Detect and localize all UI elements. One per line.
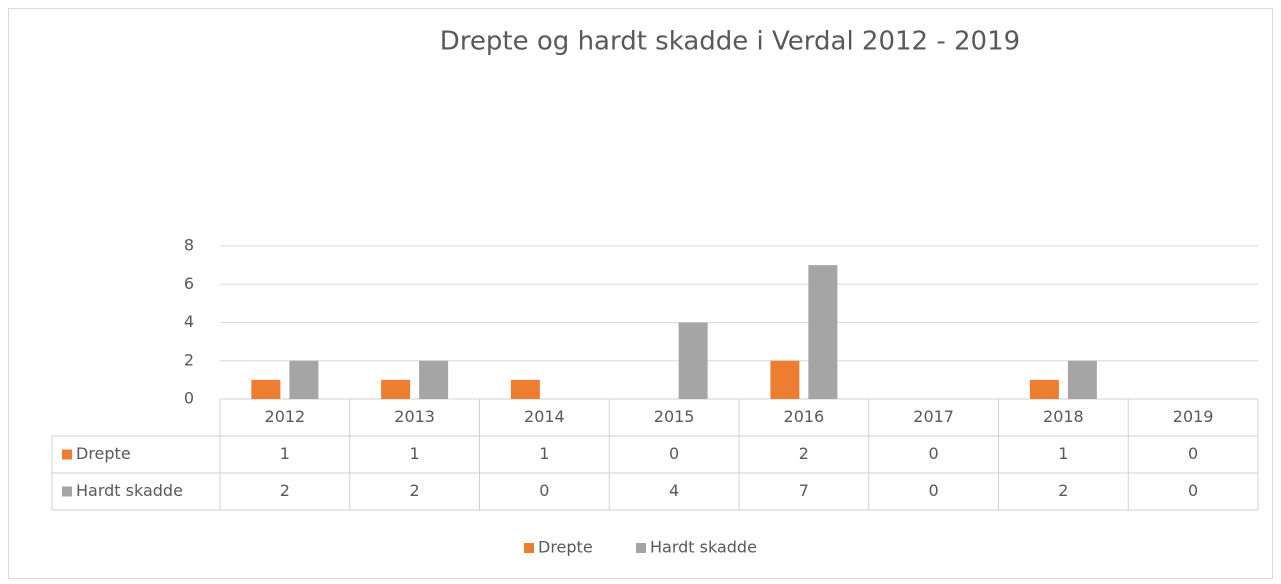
y-tick-label: 8 <box>184 236 194 255</box>
legend-label: Drepte <box>538 538 593 557</box>
legend-label: Hardt skadde <box>650 538 757 557</box>
legend-key <box>636 543 646 553</box>
bar <box>419 360 449 399</box>
legend-key <box>524 543 534 553</box>
table-cell: 0 <box>929 481 939 500</box>
table-cell: 4 <box>669 481 679 500</box>
table-cell: 1 <box>539 444 549 463</box>
x-tick-label: 2016 <box>784 407 825 426</box>
bar <box>770 360 800 399</box>
bar <box>678 322 708 399</box>
chart-border <box>8 8 1273 579</box>
table-cell: 0 <box>539 481 549 500</box>
bar <box>1029 379 1059 399</box>
table-cell: 0 <box>1188 481 1198 500</box>
y-tick-label: 4 <box>184 312 194 331</box>
x-tick-label: 2019 <box>1173 407 1214 426</box>
bar <box>251 379 281 399</box>
bar <box>808 265 838 399</box>
chart-title: Drepte og hardt skadde i Verdal 2012 - 2… <box>440 27 1020 57</box>
y-tick-label: 0 <box>184 389 194 408</box>
y-tick-label: 6 <box>184 274 194 293</box>
table-cell: 0 <box>669 444 679 463</box>
table-cell: 1 <box>410 444 420 463</box>
table-cell: 0 <box>929 444 939 463</box>
bar <box>510 379 540 399</box>
table-legend-key <box>62 486 72 497</box>
table-row-label: Hardt skadde <box>76 481 183 500</box>
table-cell: 2 <box>280 481 290 500</box>
table-cell: 1 <box>1058 444 1068 463</box>
bar <box>289 360 319 399</box>
x-tick-label: 2015 <box>654 407 695 426</box>
y-tick-label: 2 <box>184 350 194 369</box>
x-tick-label: 2018 <box>1043 407 1084 426</box>
table-cell: 0 <box>1188 444 1198 463</box>
table-cell: 2 <box>1058 481 1068 500</box>
table-legend-key <box>62 449 72 460</box>
x-tick-label: 2014 <box>524 407 565 426</box>
table-cell: 2 <box>799 444 809 463</box>
x-tick-label: 2017 <box>913 407 954 426</box>
bar <box>381 379 411 399</box>
table-cell: 7 <box>799 481 809 500</box>
table-row-label: Drepte <box>76 444 131 463</box>
x-tick-label: 2013 <box>394 407 435 426</box>
x-tick-label: 2012 <box>265 407 306 426</box>
bar <box>1067 360 1097 399</box>
table-cell: 2 <box>410 481 420 500</box>
table-cell: 1 <box>280 444 290 463</box>
